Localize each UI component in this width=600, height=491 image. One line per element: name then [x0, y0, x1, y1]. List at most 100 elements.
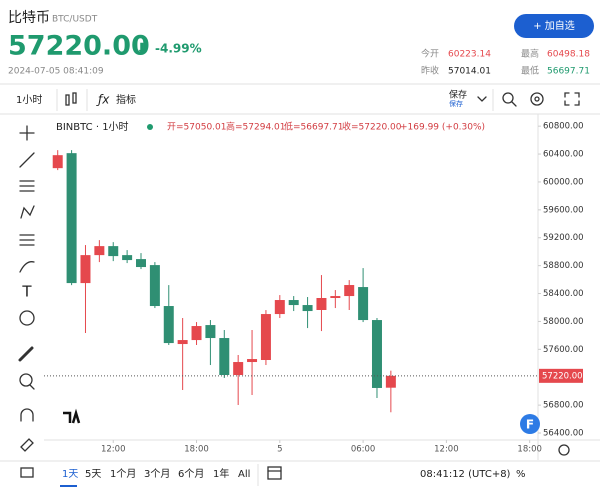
last-price: 57220.00 [8, 31, 150, 62]
candle-body [163, 306, 174, 344]
flag-icon-label[interactable]: F [526, 418, 534, 432]
settings-icon[interactable] [530, 92, 544, 106]
chart-symbol: BINBTC · 1小时 [56, 121, 129, 133]
change-percent: -4.99% [155, 42, 202, 56]
flag-icon[interactable] [520, 414, 540, 434]
stat-label: 今开 [421, 48, 439, 60]
fib-tool[interactable] [19, 180, 35, 192]
range-tab[interactable]: 5天 [85, 469, 101, 480]
stat-value: 60223.14 [448, 50, 491, 60]
range-tab[interactable]: 1个月 [110, 468, 136, 480]
candle-body [66, 153, 77, 284]
add-watchlist-button[interactable] [514, 14, 594, 38]
legend-item: 收=57220.00 [342, 121, 402, 133]
candle-body [260, 314, 271, 361]
candle-body [385, 375, 396, 388]
brush-tool[interactable] [19, 261, 35, 273]
chart-type-icon[interactable] [65, 92, 77, 106]
plot-area: 60800.00 60400.00 60000.00 59600.00 59200.00… [44, 122, 584, 455]
y-tick-label: 58400.00 [543, 289, 584, 299]
stat-label: 最高 [521, 48, 539, 60]
y-tick-label: 57600.00 [543, 345, 584, 355]
y-tick-label: 58800.00 [543, 261, 584, 271]
candle-body [330, 296, 341, 299]
range-tabs: 1天 5天 1个月 3个月 6个月 1年 All [60, 467, 250, 487]
asset-pair: BTC/USDT [52, 15, 98, 25]
candle-body [371, 320, 382, 388]
change-arrow: ⬇ [136, 41, 148, 57]
percent-toggle[interactable]: % [516, 469, 526, 480]
fullscreen-icon[interactable] [564, 92, 580, 106]
ruler-tool[interactable] [18, 346, 34, 362]
range-tab[interactable]: 1天 [62, 469, 78, 480]
range-tab[interactable]: 6个月 [178, 468, 204, 480]
add-watchlist-label[interactable]: + 加自选 [533, 19, 575, 32]
x-tick-label: 18:00 [184, 445, 209, 455]
save-button[interactable]: 保存 [449, 89, 467, 101]
candle-body [288, 300, 299, 306]
y-tick-label: 56400.00 [543, 429, 584, 439]
x-tick-label: 12:00 [434, 445, 459, 455]
y-tick-label: 59200.00 [543, 233, 584, 243]
range-tab[interactable]: All [238, 469, 250, 480]
asset-name: 比特币 [8, 10, 50, 26]
candle-body [52, 155, 63, 169]
range-tab[interactable]: 1年 [213, 467, 229, 480]
candle-body [136, 259, 146, 268]
zoom-icon[interactable] [502, 92, 517, 107]
candle-body [108, 246, 119, 257]
candle-body [205, 325, 216, 339]
candle-body [316, 298, 327, 310]
range-tab[interactable]: 3个月 [144, 468, 170, 480]
candle-body [149, 265, 160, 307]
lock-draw-tool[interactable] [20, 438, 34, 452]
candle-body [274, 300, 285, 315]
candle-body [302, 305, 313, 312]
candle-body [177, 340, 188, 345]
x-tick-label: 18:00 [517, 445, 542, 455]
indicators-button[interactable]: 指标 [116, 93, 136, 106]
calendar-icon[interactable] [267, 466, 282, 480]
stat-label: 昨收 [421, 65, 439, 77]
candle-body [358, 287, 369, 321]
candle-body [191, 326, 202, 341]
y-tick-label: 60000.00 [543, 177, 584, 187]
tradingview-logo [60, 408, 82, 428]
pattern-tool[interactable] [20, 205, 35, 219]
clock: 08:41:12 (UTC+8) [420, 469, 511, 480]
market-status-dot [147, 124, 153, 130]
projection-tool[interactable] [19, 234, 35, 246]
y-tick-label: 59600.00 [543, 205, 584, 215]
legend-item: 低=56697.71 [284, 121, 344, 133]
magnet-tool[interactable] [20, 408, 34, 422]
candle-body [219, 338, 230, 375]
candle-body [80, 255, 91, 284]
axis-settings-icon[interactable] [558, 444, 570, 456]
y-tick-label: 56800.00 [543, 401, 584, 411]
x-tick-label: 5 [277, 445, 282, 455]
legend-item: 高=57294.01 [226, 121, 286, 133]
save-status: 保存 [449, 99, 463, 108]
x-tick-label: 12:00 [101, 445, 126, 455]
trendline-tool[interactable] [19, 152, 35, 168]
crosshair-tool[interactable] [19, 125, 35, 141]
fx-icon[interactable]: ƒx [96, 93, 110, 107]
stat-label: 最低 [521, 65, 539, 77]
stat-value: 60498.18 [547, 50, 590, 60]
ohlc-legend: 开=57050.01 高=57294.01低=56697.71收=57220.00… [167, 121, 485, 133]
dropdown-icon[interactable] [477, 96, 487, 102]
candle-body [247, 359, 258, 363]
interval-button[interactable]: 1小时 [16, 94, 42, 106]
lock-tool[interactable] [20, 467, 34, 478]
stat-value: 57014.01 [448, 67, 491, 77]
candle-body [122, 255, 133, 261]
legend-item: +169.99 (+0.30%) [400, 123, 485, 133]
emoji-tool[interactable] [19, 310, 35, 326]
timestamp: 2024-07-05 08:41:09 [8, 67, 104, 77]
price-label-box [539, 368, 583, 383]
text-tool[interactable]: T [21, 283, 32, 301]
zoom-tool[interactable] [19, 373, 35, 390]
candle-body [233, 362, 244, 375]
